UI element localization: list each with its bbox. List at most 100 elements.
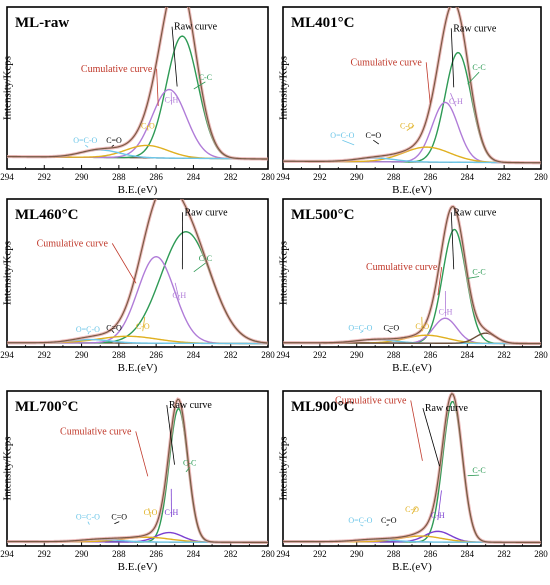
annotation-label: Raw curve (425, 403, 469, 414)
xps-panel-1: 294 292 290 288 286 284 282 280 B.E.(eV) Intensit… (0, 6, 275, 196)
annotation-label: Raw curve (453, 207, 497, 218)
x-tick-label: 282 (224, 172, 238, 182)
raw-curve (283, 7, 541, 164)
annotation-label: C-C (472, 267, 485, 276)
y-axis-label: Intensity/Kcps (278, 436, 290, 500)
x-tick-label: 286 (149, 350, 163, 360)
annotation-label: Cumulative curve (366, 262, 438, 273)
annotation-arrow (148, 508, 151, 518)
annotation-label: Cumulative curve (81, 64, 153, 75)
x-tick-label: 292 (38, 549, 52, 559)
annotation-label: C-H (449, 97, 463, 106)
annotation-arrow (171, 26, 178, 87)
x-tick-label: 294 (276, 549, 290, 559)
annotation-label: C-H (172, 291, 186, 300)
x-tick-label: 284 (461, 549, 475, 559)
annotation-arrow (450, 28, 455, 88)
annotation-label: C-C (183, 458, 196, 467)
annotation-label: O=C-O (330, 131, 354, 140)
raw-curve (7, 7, 268, 160)
annotation-arrow (387, 329, 392, 334)
raw-curve (7, 199, 268, 344)
component-curve (7, 408, 268, 544)
annotation-label: C=O (106, 324, 122, 333)
annotation-label: C=O (384, 324, 400, 333)
x-tick-label: 282 (224, 350, 238, 360)
x-tick-label: 290 (75, 172, 89, 182)
raw-curve (283, 205, 541, 345)
annotation-arrow (85, 144, 89, 148)
x-tick-label: 288 (112, 549, 126, 559)
annotation-label: C-O (400, 122, 414, 131)
annotation-arrow (450, 212, 455, 270)
raw-curve (283, 392, 541, 544)
annotation-arrow (156, 68, 159, 106)
annotation-arrow (411, 506, 417, 515)
x-tick-label: 286 (424, 172, 438, 182)
curves (283, 391, 541, 545)
x-tick-label: 290 (350, 172, 364, 182)
panel-title: ML460°C (15, 207, 79, 223)
annotation-label: Cumulative curve (60, 426, 132, 437)
x-tick-label: 288 (387, 172, 401, 182)
x-axis-label: B.E.(eV) (118, 362, 158, 374)
x-tick-label: 284 (187, 549, 201, 559)
annotation-arrow (193, 262, 206, 273)
annotation-arrow (114, 521, 120, 525)
x-tick-label: 288 (112, 172, 126, 182)
x-tick-label: 280 (261, 549, 275, 559)
annotation-label: C=O (106, 136, 122, 145)
curves (7, 199, 268, 345)
component-curve (7, 35, 268, 160)
annotation-arrow (437, 266, 443, 296)
annotation-label: Cumulative curve (351, 57, 423, 68)
x-tick-label: 292 (313, 549, 327, 559)
component-curve (283, 101, 541, 164)
annotation-label: C=O (111, 513, 127, 522)
x-tick-label: 294 (0, 172, 14, 182)
annotation-arrow (406, 125, 415, 131)
annotation-arrow (111, 329, 115, 333)
x-tick-label: 280 (534, 549, 548, 559)
component-curve (7, 88, 268, 160)
xps-panel-6: 294 292 290 288 286 284 282 280 B.E.(eV) Intensit… (276, 390, 548, 573)
annotation-label: C-C (199, 73, 212, 82)
xps-panel-5: 294 292 290 288 286 284 282 280 B.E.(eV) Intensit… (0, 390, 275, 573)
annotation-label: C-H (431, 511, 445, 520)
x-tick-label: 282 (497, 172, 511, 182)
annotation-arrow (467, 71, 480, 85)
annotation-arrow (437, 490, 442, 521)
annotation-label: C-O (141, 122, 155, 131)
annotation-arrow (386, 524, 389, 526)
component-curve (283, 400, 541, 544)
xps-panel-3: 294 292 290 288 286 284 282 280 B.E.(eV) Intensit… (0, 198, 275, 374)
annotation-label: Raw curve (174, 22, 218, 33)
component-curve (283, 228, 541, 345)
annotation-arrow (142, 316, 146, 332)
annotation-label: Cumulative curve (37, 238, 109, 249)
annotation-arrow (422, 408, 440, 467)
annotation-label: Raw curve (169, 400, 213, 411)
y-axis-label: Intensity/Kcps (278, 241, 290, 305)
annotation-arrow (111, 243, 137, 284)
x-tick-label: 288 (387, 549, 401, 559)
x-tick-label: 294 (0, 350, 14, 360)
x-tick-label: 286 (149, 549, 163, 559)
x-tick-label: 284 (461, 172, 475, 182)
y-axis-label: Intensity/Kcps (2, 241, 14, 305)
x-tick-label: 294 (276, 172, 290, 182)
x-tick-label: 290 (350, 350, 364, 360)
y-axis-label: Intensity/Kcps (2, 436, 14, 500)
cumulative-curve (283, 204, 541, 346)
annotation-arrow (193, 81, 206, 90)
annotation-arrow (174, 282, 180, 301)
annotation-label: O=C-O (348, 324, 372, 333)
x-tick-label: 280 (534, 350, 548, 360)
x-tick-label: 282 (224, 549, 238, 559)
x-tick-label: 292 (38, 350, 52, 360)
x-tick-label: 286 (149, 172, 163, 182)
x-tick-label: 288 (387, 350, 401, 360)
annotation-arrow (467, 474, 480, 477)
annotation-label: O=C-O (76, 513, 100, 522)
